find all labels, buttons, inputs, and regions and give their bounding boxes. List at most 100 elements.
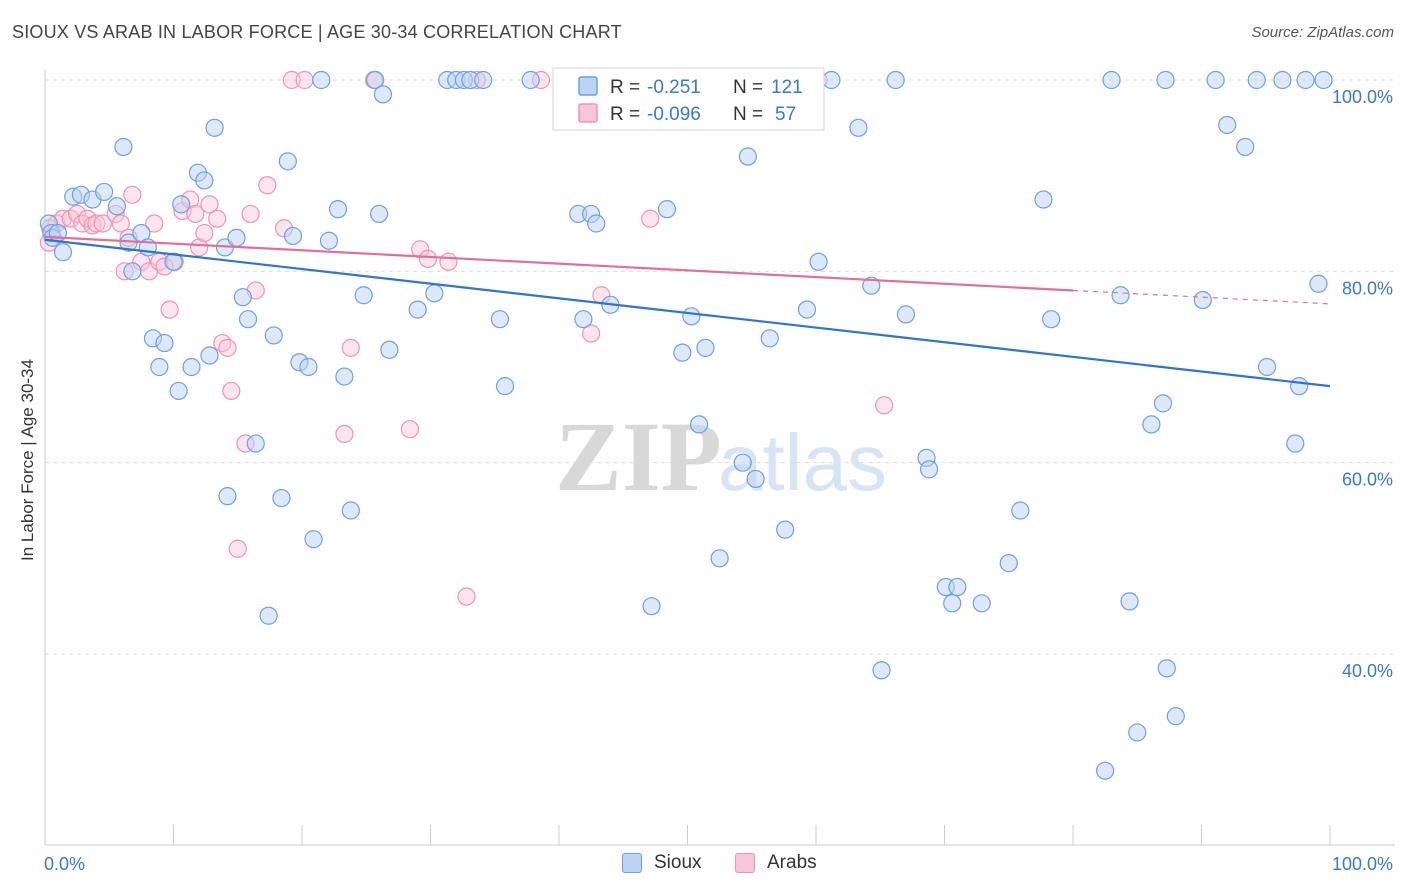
sioux-point [370, 204, 389, 224]
stats-legend: R = -0.251 N = 121 R = -0.096 N = 57 [552, 67, 825, 131]
sioux-point [1102, 70, 1121, 90]
sioux-point [872, 661, 891, 680]
stats-legend-r-value: -0.096 [647, 104, 701, 125]
sioux-point [169, 381, 188, 401]
sioux-point [919, 460, 939, 479]
sioux-point [304, 530, 323, 549]
sioux-point [425, 284, 444, 303]
watermark: ZIP atlas [555, 401, 887, 512]
sioux-point [283, 226, 303, 246]
sioux-point [587, 214, 606, 233]
sioux-point [948, 577, 967, 597]
sioux-point [1247, 70, 1266, 90]
sioux-point [48, 223, 67, 243]
legend-item-sioux: Sioux [622, 852, 702, 874]
sioux-point [366, 70, 385, 90]
legend-swatch-arabs [735, 853, 755, 873]
arabs-point [190, 238, 209, 257]
sioux-point [999, 554, 1018, 573]
chart-title: SIOUX VS ARAB IN LABOR FORCE | AGE 30-34… [12, 22, 622, 42]
y-tick-label: 100.0% [1332, 87, 1393, 107]
arabs-point [418, 249, 438, 268]
arabs-point [295, 70, 314, 90]
sioux-point [373, 85, 393, 104]
sioux-point [1128, 723, 1147, 742]
sioux-point [107, 197, 127, 216]
bottom-legend: Sioux Arabs [0, 852, 1406, 878]
arabs-point [200, 195, 219, 214]
sioux-point [474, 70, 493, 90]
sioux-point [299, 357, 318, 377]
arabs-point [68, 204, 87, 224]
sioux-point [1142, 415, 1161, 434]
sioux-point [95, 182, 114, 202]
sioux-point [1120, 592, 1139, 611]
arabs-point [335, 424, 354, 444]
sioux-point [172, 195, 191, 214]
arabs-point [186, 204, 205, 224]
sioux-point [227, 228, 246, 247]
legend-label-arabs: Arabs [767, 852, 817, 873]
sioux-point [233, 288, 252, 307]
sioux-point [490, 310, 509, 329]
sioux-point [259, 606, 278, 625]
sioux-point [354, 286, 373, 305]
sioux-point [574, 310, 593, 329]
arabs-point [195, 223, 214, 243]
y-tick-label: 80.0% [1342, 278, 1393, 298]
arabs-point [641, 209, 660, 228]
sioux-point [1193, 290, 1212, 310]
sioux-point [328, 200, 348, 219]
stats-legend-r-label: R = [610, 77, 640, 98]
stats-legend-r-label: R = [610, 104, 640, 125]
arabs-point [93, 214, 112, 233]
sioux-point [1314, 70, 1333, 90]
sioux-point [682, 307, 701, 326]
arabs-point [160, 300, 179, 319]
arabs-point [218, 338, 237, 357]
sioux-point [1273, 70, 1292, 90]
legend-swatch-sioux [622, 853, 642, 873]
sioux-point [733, 453, 752, 472]
x-tick-label: 0.0% [44, 854, 85, 874]
sioux-point [1034, 190, 1053, 209]
sioux-point [689, 415, 709, 434]
arabs-point [411, 240, 430, 259]
sioux-point [746, 469, 765, 489]
stats-legend-n-value: 121 [771, 77, 803, 98]
sioux-point [1257, 357, 1277, 377]
sioux-point [182, 357, 201, 377]
trend-lines [44, 235, 1331, 388]
sioux-point [238, 310, 258, 329]
tick-labels: 0.0% 100.0% 40.0% 60.0% 80.0% 100.0% [44, 87, 1393, 874]
sioux-point [1218, 115, 1237, 135]
sioux-point [1290, 377, 1309, 396]
sioux-point [1153, 394, 1173, 413]
axes [44, 70, 1395, 846]
gridlines [45, 79, 1395, 655]
arabs-point [208, 209, 227, 228]
legend-label-sioux: Sioux [654, 852, 702, 873]
arabs-point [258, 176, 277, 195]
y-tick-label: 40.0% [1342, 661, 1393, 681]
sioux-point [710, 549, 729, 568]
series-sioux [39, 70, 1333, 780]
sioux-point [822, 70, 841, 90]
sioux-point [1166, 707, 1185, 726]
sioux-point [886, 70, 905, 90]
arabs-point [87, 214, 106, 233]
sioux-point [246, 434, 265, 453]
sioux-point [809, 252, 828, 271]
arabs-point [457, 587, 476, 606]
sioux-point [1111, 286, 1130, 305]
sioux-point [657, 200, 677, 219]
sioux-point [164, 252, 183, 271]
sioux-point [380, 340, 399, 359]
sioux-point [278, 152, 297, 171]
stats-legend-n-label: N = [733, 77, 763, 98]
sioux-point [1042, 310, 1061, 329]
sioux-point [797, 300, 817, 319]
sioux-point [1157, 659, 1176, 678]
sioux-point [943, 594, 962, 613]
